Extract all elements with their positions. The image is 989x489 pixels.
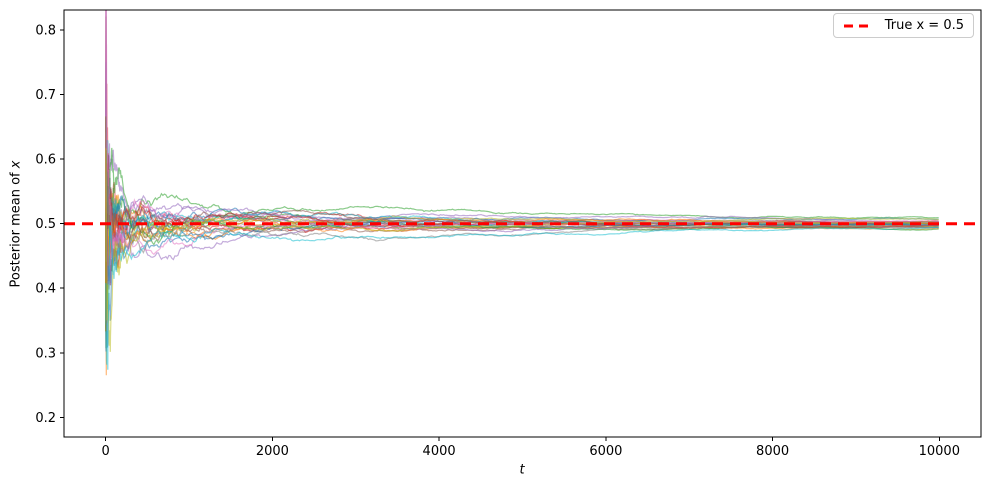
x-tick-label: 4000 [423, 444, 456, 459]
posterior-mean-trace [105, 148, 939, 352]
y-tick-label: 0.7 [35, 88, 56, 103]
posterior-mean-trace [105, 16, 939, 290]
posterior-mean-trace [105, 169, 939, 332]
posterior-mean-trace [105, 116, 939, 294]
trace-lines [105, 10, 939, 376]
y-tick-label: 0.5 [35, 217, 56, 232]
posterior-mean-trace [105, 178, 939, 329]
x-axis-label-text: t [519, 462, 525, 478]
x-tick-label: 6000 [589, 444, 622, 459]
y-tick-label: 0.4 [35, 282, 56, 297]
legend[interactable]: True x = 0.5 [832, 13, 974, 38]
posterior-mean-trace [105, 221, 939, 376]
x-axis-label: t [519, 463, 524, 478]
posterior-mean-trace [105, 116, 939, 280]
posterior-mean-trace [105, 222, 939, 370]
x-tick-label: 10000 [919, 444, 960, 459]
x-tick-label: 2000 [256, 444, 289, 459]
legend-dashed-line-icon [843, 24, 874, 27]
posterior-mean-trace [105, 187, 939, 332]
y-tick-label: 0.2 [35, 411, 56, 426]
posterior-mean-trace [105, 10, 939, 224]
legend-label: True x = 0.5 [884, 18, 964, 33]
y-tick-label: 0.6 [35, 153, 56, 168]
posterior-mean-trace [105, 10, 939, 286]
y-axis-label-var: x [8, 160, 24, 169]
y-tick-label: 0.8 [35, 24, 56, 39]
x-tick-label: 0 [102, 444, 110, 459]
x-tick-label: 8000 [756, 444, 789, 459]
posterior-mean-trace [105, 192, 939, 318]
posterior-mean-trace [105, 116, 939, 271]
y-axis-label: Posterior mean of x [9, 161, 24, 288]
y-axis-label-text: Posterior mean of [8, 168, 24, 288]
y-tick-label: 0.3 [35, 346, 56, 361]
posterior-mean-trace [105, 10, 939, 244]
